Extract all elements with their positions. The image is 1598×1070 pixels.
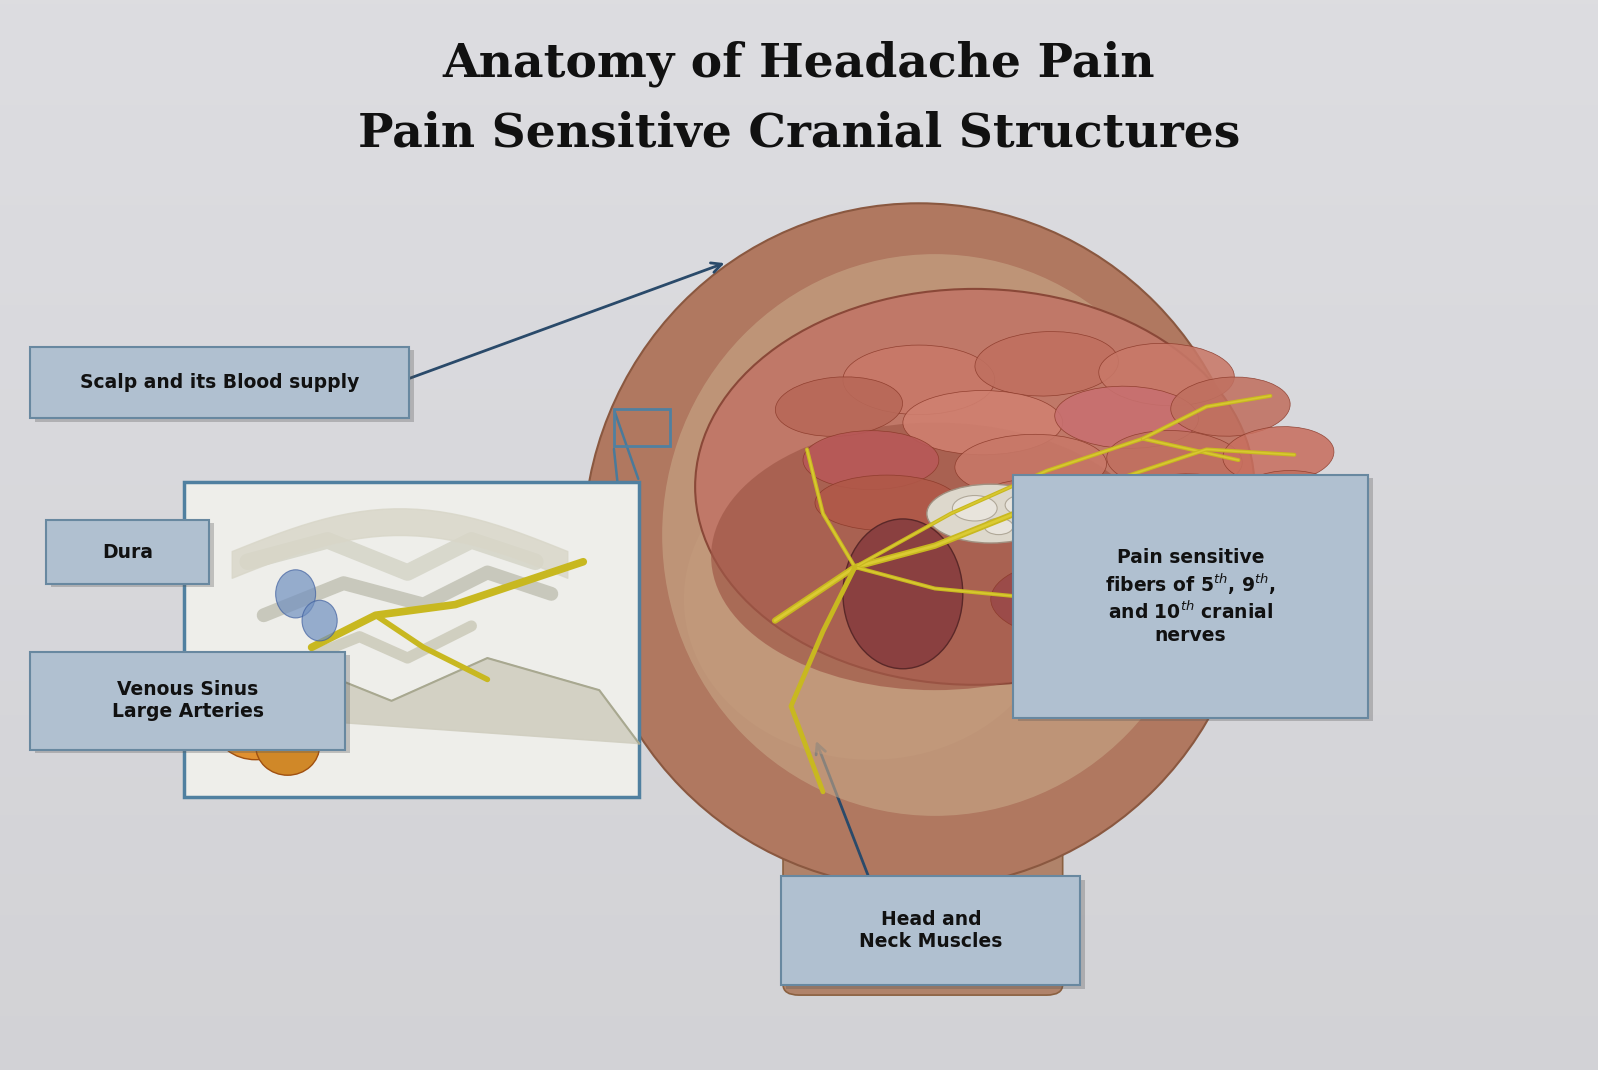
FancyBboxPatch shape (35, 655, 350, 753)
Ellipse shape (229, 658, 316, 733)
FancyBboxPatch shape (46, 520, 209, 584)
Ellipse shape (1107, 430, 1242, 490)
Ellipse shape (684, 439, 1058, 760)
Ellipse shape (1090, 568, 1243, 648)
Ellipse shape (216, 696, 296, 760)
FancyBboxPatch shape (781, 876, 1080, 985)
FancyBboxPatch shape (35, 350, 414, 422)
Ellipse shape (956, 434, 1106, 496)
Ellipse shape (695, 289, 1254, 685)
Ellipse shape (984, 518, 1013, 535)
Ellipse shape (1099, 343, 1234, 406)
Text: Pain sensitive
fibers of 5$^{th}$, 9$^{th}$,
and 10$^{th}$ cranial
nerves: Pain sensitive fibers of 5$^{th}$, 9$^{t… (1106, 549, 1275, 644)
Ellipse shape (927, 485, 1055, 544)
Ellipse shape (975, 332, 1119, 396)
Ellipse shape (1055, 386, 1198, 448)
Ellipse shape (1240, 471, 1349, 524)
Text: Pain Sensitive Cranial Structures: Pain Sensitive Cranial Structures (358, 111, 1240, 156)
Ellipse shape (975, 478, 1119, 532)
Text: Anatomy of Headache Pain: Anatomy of Headache Pain (443, 41, 1155, 88)
FancyBboxPatch shape (30, 652, 345, 750)
Ellipse shape (844, 519, 962, 669)
Text: Dura: Dura (102, 542, 153, 562)
Polygon shape (184, 658, 639, 744)
Ellipse shape (275, 570, 316, 618)
Ellipse shape (815, 475, 959, 531)
Ellipse shape (711, 423, 1159, 690)
Ellipse shape (1171, 377, 1290, 437)
Ellipse shape (775, 377, 903, 437)
Ellipse shape (267, 686, 339, 748)
Text: Head and
Neck Muscles: Head and Neck Muscles (860, 911, 1002, 951)
Ellipse shape (991, 560, 1167, 640)
FancyBboxPatch shape (1013, 475, 1368, 718)
FancyBboxPatch shape (51, 523, 214, 587)
Ellipse shape (302, 600, 337, 641)
Ellipse shape (903, 391, 1063, 455)
Ellipse shape (1051, 562, 1234, 669)
Ellipse shape (662, 255, 1208, 816)
Ellipse shape (1005, 495, 1040, 515)
Text: Scalp and its Blood supply: Scalp and its Blood supply (80, 373, 360, 392)
Text: Venous Sinus
Large Arteries: Venous Sinus Large Arteries (112, 681, 264, 721)
Ellipse shape (952, 495, 997, 521)
Ellipse shape (256, 717, 320, 776)
FancyBboxPatch shape (1018, 478, 1373, 721)
Ellipse shape (802, 431, 938, 489)
Ellipse shape (1119, 474, 1246, 528)
FancyBboxPatch shape (184, 482, 639, 797)
FancyBboxPatch shape (786, 880, 1085, 989)
Ellipse shape (1135, 514, 1278, 589)
Ellipse shape (583, 203, 1254, 888)
FancyBboxPatch shape (783, 653, 1063, 995)
FancyBboxPatch shape (30, 347, 409, 418)
Ellipse shape (842, 346, 994, 415)
Ellipse shape (1222, 427, 1334, 483)
FancyBboxPatch shape (863, 701, 959, 947)
